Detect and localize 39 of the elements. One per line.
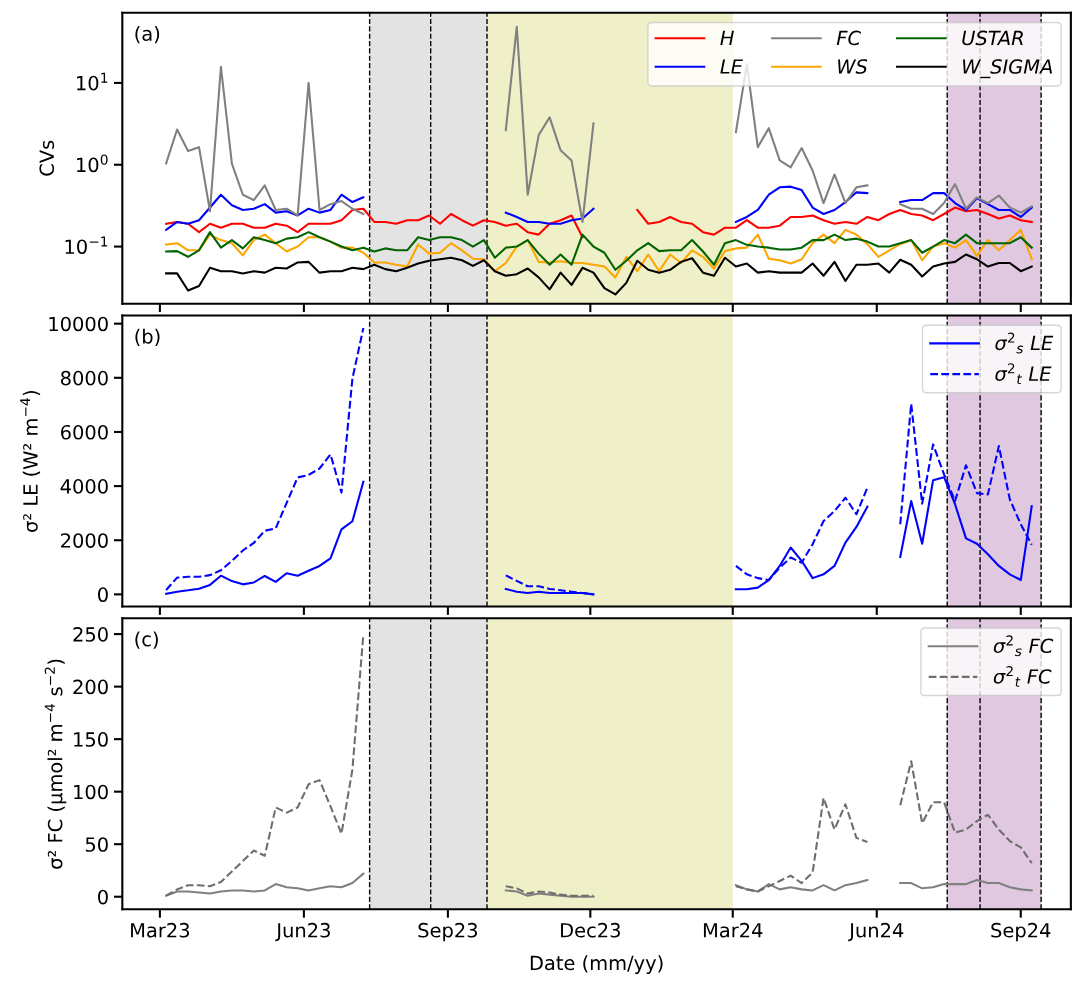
y-axis-title: σ² LE (W² m$^{−4}$) — [20, 390, 41, 532]
y-tick-label: 10$^{−1}$ — [65, 236, 108, 255]
y-tick-label: 6000 — [61, 424, 108, 440]
x-tick-label: Jun24 — [848, 922, 904, 942]
annotation: (c) — [135, 631, 158, 649]
legend-label: WS — [838, 59, 868, 74]
legend-label: σ$^{2}$$_{s}$ LE — [995, 332, 1054, 354]
legend-label: H — [720, 30, 734, 46]
x-tick-label: Mar24 — [703, 922, 763, 938]
x-tick-label: Sep23 — [418, 922, 478, 942]
x-tick-label: Dec23 — [561, 922, 620, 938]
annotation: (b) — [135, 328, 160, 346]
legend-label: σ$^{2}$$_{t}$ LE — [995, 363, 1052, 384]
x-axis-title: Date (mm/yy) — [530, 955, 663, 975]
x-tick-label: Sep24 — [991, 922, 1051, 942]
legend-label: FC — [836, 30, 861, 46]
annotation: (a) — [135, 25, 160, 44]
legend-label: σ$^{2}$$_{s}$ FC — [993, 635, 1054, 657]
y-tick-label: 50 — [85, 837, 108, 852]
y-tick-label: 10000 — [49, 316, 108, 332]
legend-label: USTAR — [962, 30, 1023, 46]
legend-label: W_SIGMA — [963, 59, 1053, 79]
legend-label: LE — [720, 59, 743, 74]
y-tick-label: 100 — [74, 784, 108, 800]
y-tick-label: 10$^{1}$ — [77, 72, 108, 91]
y-tick-label: 250 — [73, 627, 108, 642]
y-tick-label: 0 — [98, 889, 108, 905]
x-tick-label: Mar23 — [131, 922, 190, 938]
y-tick-label: 150 — [74, 732, 108, 747]
y-tick-label: 4000 — [60, 479, 108, 494]
x-tick-label: Jun23 — [275, 922, 330, 942]
y-tick-label: 2000 — [61, 533, 108, 548]
y-tick-label: 0 — [98, 587, 108, 603]
y-tick-label: 10$^{0}$ — [77, 154, 108, 173]
y-tick-label: 200 — [73, 679, 108, 695]
legend-label: σ$^{2}$$_{t}$ FC — [993, 666, 1052, 687]
y-axis-title: σ² FC (µmol² m$^{−4}$ s$^{−2}$) — [44, 659, 67, 869]
y-tick-label: 8000 — [60, 370, 108, 386]
y-axis-title: CVs — [39, 140, 55, 176]
